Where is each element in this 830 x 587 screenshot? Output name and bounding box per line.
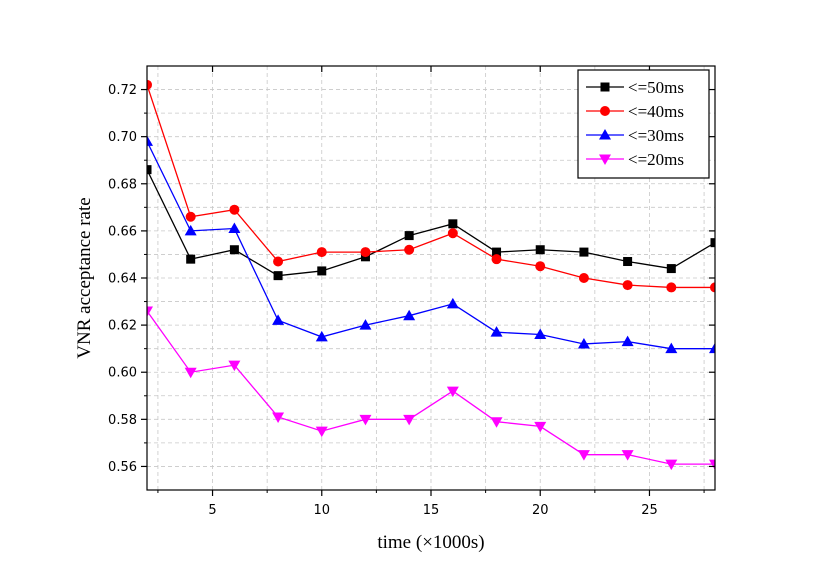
data-point xyxy=(446,386,459,398)
y-tick-label: 0.70 xyxy=(108,130,137,145)
y-tick-label: 0.66 xyxy=(108,224,137,239)
data-point xyxy=(317,266,327,276)
data-point xyxy=(229,204,240,215)
data-point xyxy=(665,459,678,471)
data-point xyxy=(490,326,503,337)
legend-label: <=40ms xyxy=(628,102,684,121)
data-point xyxy=(665,342,678,354)
data-point xyxy=(184,367,197,379)
data-point xyxy=(622,280,633,291)
y-tick-label: 0.60 xyxy=(108,366,137,381)
data-point xyxy=(709,459,715,471)
data-point xyxy=(623,257,633,267)
data-point xyxy=(359,414,372,426)
series-1 xyxy=(147,165,715,281)
x-tick-label: 5 xyxy=(208,503,216,518)
x-tick-label: 20 xyxy=(532,503,549,518)
data-point xyxy=(147,306,153,317)
data-point xyxy=(666,282,677,293)
data-point xyxy=(447,228,458,239)
x-tick-label: 10 xyxy=(313,503,330,518)
data-point xyxy=(228,222,241,234)
legend-box xyxy=(577,69,710,179)
data-point xyxy=(535,261,546,272)
legend-label: <=20ms xyxy=(628,150,684,169)
data-point xyxy=(404,231,414,241)
data-point xyxy=(491,254,502,265)
series-layer xyxy=(147,79,715,471)
data-point xyxy=(621,450,634,461)
legend-marker xyxy=(599,129,611,140)
data-point xyxy=(577,337,590,349)
data-point xyxy=(315,330,328,342)
y-tick-label: 0.62 xyxy=(108,319,137,334)
data-point xyxy=(492,247,502,257)
legend-label: <=30ms xyxy=(628,126,684,145)
data-point xyxy=(577,450,590,461)
data-point xyxy=(403,414,416,426)
series-line xyxy=(147,141,715,350)
data-point xyxy=(185,211,196,222)
y-tick-label: 0.64 xyxy=(108,272,137,287)
data-point xyxy=(316,247,327,258)
data-point xyxy=(578,273,589,283)
y-tick-label: 0.56 xyxy=(108,460,137,475)
y-tick-label: 0.72 xyxy=(108,83,137,98)
data-point xyxy=(710,282,715,293)
data-point xyxy=(147,135,153,146)
data-point xyxy=(579,247,589,257)
y-tick-label: 0.68 xyxy=(108,177,137,192)
series-2 xyxy=(147,79,715,293)
data-point xyxy=(186,254,196,264)
series-line xyxy=(147,84,715,289)
axis-ticks: 5 10 15 20 25 0.56 0.58 0.60 0.62 0.64 0.66 0.68 0.7… xyxy=(108,66,715,518)
data-point xyxy=(535,245,545,255)
data-point xyxy=(184,224,197,236)
data-point xyxy=(710,238,715,248)
series-line xyxy=(147,310,715,465)
data-point xyxy=(147,165,152,175)
data-point xyxy=(359,319,372,330)
series-line xyxy=(147,169,715,277)
series-4 xyxy=(147,306,715,471)
legend-label: <=50ms xyxy=(628,78,684,97)
data-point xyxy=(446,297,459,309)
legend-marker xyxy=(600,106,610,116)
data-point xyxy=(404,244,415,255)
data-point xyxy=(228,360,241,372)
series-3 xyxy=(147,135,715,354)
data-point xyxy=(360,247,371,258)
data-point xyxy=(315,426,328,438)
data-point xyxy=(448,219,458,229)
x-tick-label: 15 xyxy=(423,503,440,518)
y-axis-title: VNR acceptance rate xyxy=(74,197,95,358)
legend-marker xyxy=(599,154,611,165)
data-point xyxy=(621,335,634,347)
data-point xyxy=(534,328,547,340)
data-point xyxy=(147,79,152,90)
data-point xyxy=(490,417,503,428)
grid xyxy=(147,66,715,490)
data-point xyxy=(272,314,285,325)
data-point xyxy=(403,309,416,321)
y-tick-label: 0.58 xyxy=(108,413,137,428)
legend-marker xyxy=(600,82,610,92)
x-axis-title: time (×1000s) xyxy=(377,532,484,553)
data-point xyxy=(666,264,676,274)
x-tick-label: 25 xyxy=(641,503,658,518)
data-point xyxy=(709,342,715,354)
data-point xyxy=(229,245,239,255)
legend: <=50ms <=40ms <=30ms <=20ms xyxy=(577,69,710,179)
data-point xyxy=(272,412,285,423)
data-point xyxy=(273,271,283,281)
data-point xyxy=(273,256,284,267)
data-point xyxy=(534,421,547,433)
